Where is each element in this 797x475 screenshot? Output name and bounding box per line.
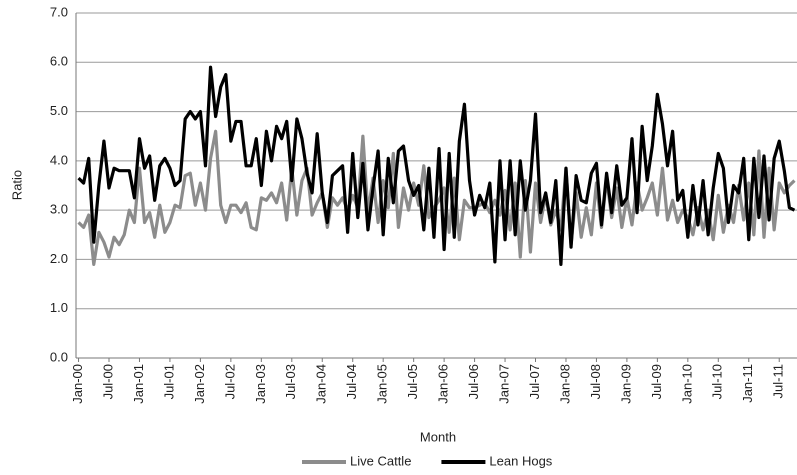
- x-tick-label: Jul-01: [161, 364, 176, 399]
- x-tick-label: Jan-05: [375, 364, 390, 404]
- legend-label: Lean Hogs: [489, 453, 552, 468]
- x-tick-label: Jan-08: [557, 364, 572, 404]
- x-tick-label: Jan-11: [740, 364, 755, 403]
- x-tick-label: Jul-08: [588, 364, 603, 399]
- y-tick-label: 5.0: [50, 103, 68, 118]
- x-tick-label: Jul-04: [344, 364, 359, 399]
- x-tick-label: Jul-10: [710, 364, 725, 399]
- y-tick-label: 7.0: [50, 4, 68, 19]
- x-tick-label: Jan-01: [131, 364, 146, 404]
- x-tick-label: Jul-07: [527, 364, 542, 399]
- legend-label: Live Cattle: [350, 453, 411, 468]
- x-tick-label: Jan-07: [496, 364, 511, 404]
- x-tick-label: Jan-03: [253, 364, 268, 404]
- x-tick-label: Jan-04: [314, 364, 329, 404]
- x-tick-label: Jul-05: [405, 364, 420, 399]
- x-tick-label: Jul-03: [283, 364, 298, 399]
- y-tick-label: 0.0: [50, 349, 68, 364]
- y-axis-label: Ratio: [9, 170, 24, 200]
- x-tick-label: Jan-10: [679, 364, 694, 404]
- x-tick-label: Jul-02: [222, 364, 237, 399]
- y-tick-label: 3.0: [50, 202, 68, 217]
- x-tick-label: Jan-06: [436, 364, 451, 404]
- x-tick-label: Jan-00: [70, 364, 85, 404]
- x-tick-label: Jul-00: [100, 364, 115, 399]
- y-tick-label: 2.0: [50, 251, 68, 266]
- y-tick-label: 1.0: [50, 300, 68, 315]
- x-tick-label: Jan-02: [192, 364, 207, 404]
- x-tick-label: Jul-09: [649, 364, 664, 399]
- x-tick-label: Jul-06: [466, 364, 481, 399]
- y-tick-label: 6.0: [50, 54, 68, 69]
- x-tick-label: Jul-11: [771, 364, 786, 398]
- y-tick-label: 4.0: [50, 152, 68, 167]
- series-line: [77, 65, 796, 266]
- x-axis-label: Month: [420, 429, 456, 444]
- x-tick-label: Jan-09: [618, 364, 633, 404]
